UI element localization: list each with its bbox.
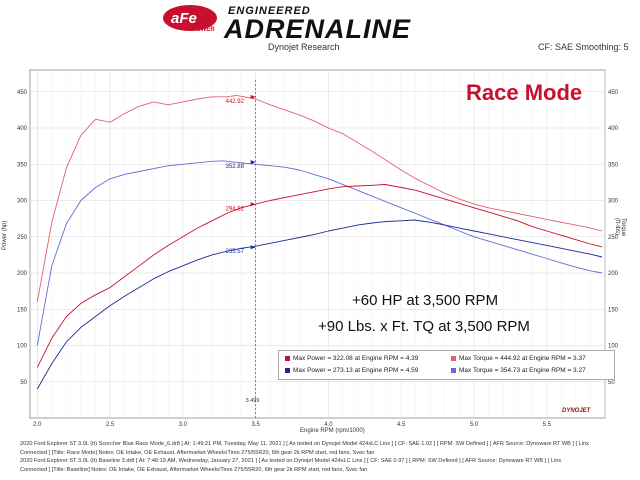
series-line-base-torque <box>36 160 603 346</box>
legend-swatch <box>451 368 456 373</box>
legend-text: Max Torque = 354.73 at Engine RPM = 3.27 <box>459 367 586 374</box>
y-tick-label-left: 350 <box>17 162 28 168</box>
run-notes-footer: 2020 Ford Explorer ST 3.0L (tt) Scorcher… <box>20 440 630 475</box>
chart-ticks: 2.0 2.5 3.0 3.5 4.0 4.5 5.0 5.5 50 100 150 200 250 30… <box>17 90 619 428</box>
x-tick-label: 2.0 <box>33 422 42 428</box>
series-line-base-power <box>36 219 603 390</box>
y-tick-label-left: 400 <box>17 126 28 132</box>
dyno-correction-info: CF: SAE Smoothing: 5 <box>538 42 629 52</box>
value-marker-label: 352.88 <box>226 164 245 170</box>
legend-text: Max Power = 273.13 at Engine RPM = 4.59 <box>293 367 419 374</box>
y-tick-label-right: 250 <box>608 235 619 241</box>
footer-line: 2020 Ford Explorer ST 3.0L (tt) Baseline… <box>20 458 562 465</box>
legend-swatch <box>451 356 456 361</box>
y-tick-label-right: 350 <box>608 162 619 168</box>
x-tick-label: 3.5 <box>251 422 260 428</box>
legend-base-power: Max Power = 273.13 at Engine RPM = 4.59 <box>285 367 418 374</box>
afe-power-logo: aFe POWER <box>163 5 217 33</box>
x-axis-label: Engine RPM (rpm/1000) <box>300 428 365 434</box>
value-marker-arrow <box>250 94 256 99</box>
value-marker-label: 294.82 <box>226 206 245 212</box>
y-tick-label-left: 450 <box>17 90 28 96</box>
y-tick-label-right: 300 <box>608 199 619 205</box>
value-marker-arrow <box>250 202 256 207</box>
y-tick-label-right: 150 <box>608 307 619 313</box>
y-axis-label-right: Torque (ft-lbs) <box>614 218 626 237</box>
x-tick-label: 5.0 <box>470 422 479 428</box>
rpm-cursor-label: 3.499 <box>246 398 260 404</box>
y-tick-label-left: 50 <box>20 380 27 386</box>
y-tick-label-left: 300 <box>17 199 28 205</box>
y-tick-label-right: 200 <box>608 271 619 277</box>
legend-base-torque: Max Torque = 354.73 at Engine RPM = 3.27 <box>451 367 586 374</box>
x-tick-label: 5.5 <box>543 422 552 428</box>
y-tick-label-left: 250 <box>17 235 28 241</box>
afe-brand-text: aFe <box>171 10 197 27</box>
legend-mod-power: Max Power = 322.08 at Engine RPM = 4.39 <box>285 355 418 362</box>
chart-markers: 3.499 442.92 352.88 294.82 235.57 <box>226 80 260 418</box>
dynojet-brand-mark: DYNOJET <box>562 408 591 414</box>
y-tick-label-left: 100 <box>17 344 28 350</box>
dyno-header-title: Dynojet Research <box>268 42 340 52</box>
value-marker-arrow <box>250 160 256 165</box>
y-tick-label-right: 50 <box>608 380 615 386</box>
x-tick-label: 3.0 <box>179 422 188 428</box>
hp-gain-annotation: +60 HP at 3,500 RPM <box>352 292 499 309</box>
y-tick-label-right: 100 <box>608 344 619 350</box>
x-tick-label: 2.5 <box>106 422 115 428</box>
x-tick-label: 4.5 <box>397 422 406 428</box>
series-line-mod-torque <box>36 94 603 303</box>
chart-legend: Max Power = 322.08 at Engine RPM = 4.39 … <box>278 350 615 380</box>
footer-line: Connected ] [Title: Baseline] Notes: OE … <box>20 466 368 473</box>
legend-swatch <box>285 368 290 373</box>
y-tick-label-right: 450 <box>608 90 619 96</box>
series-line-mod-power <box>36 184 603 368</box>
engineered-text: ENGINEERED <box>228 5 311 17</box>
adrenaline-text: ADRENALINE <box>223 14 411 42</box>
tq-gain-annotation: +90 Lbs. x Ft. TQ at 3,500 RPM <box>318 318 530 335</box>
legend-text: Max Torque = 444.92 at Engine RPM = 3.37 <box>459 355 586 362</box>
afe-power-text: POWER <box>192 27 215 33</box>
legend-text: Max Power = 322.08 at Engine RPM = 4.39 <box>293 355 419 362</box>
value-marker-label: 235.57 <box>226 249 245 255</box>
x-tick-label: 4.0 <box>324 422 333 428</box>
y-tick-label-left: 200 <box>17 271 28 277</box>
y-tick-label-left: 150 <box>17 307 28 313</box>
legend-mod-torque: Max Torque = 444.92 at Engine RPM = 3.37 <box>451 355 586 362</box>
chart-series <box>36 94 603 390</box>
y-tick-label-right: 400 <box>608 126 619 132</box>
adrenaline-logo: ENGINEERED ADRENALINE <box>223 5 411 42</box>
race-mode-label: Race Mode <box>466 80 583 105</box>
footer-line: 2020 Ford Explorer ST 3.0L (tt) Scorcher… <box>20 441 589 447</box>
value-marker-arrow <box>250 245 256 250</box>
legend-swatch <box>285 356 290 361</box>
footer-line: Connected ] [Title: Race Mode] Notes: OE… <box>20 449 375 456</box>
value-marker-label: 442.92 <box>226 99 245 105</box>
y-axis-label-left: Power (hp) <box>2 220 8 250</box>
